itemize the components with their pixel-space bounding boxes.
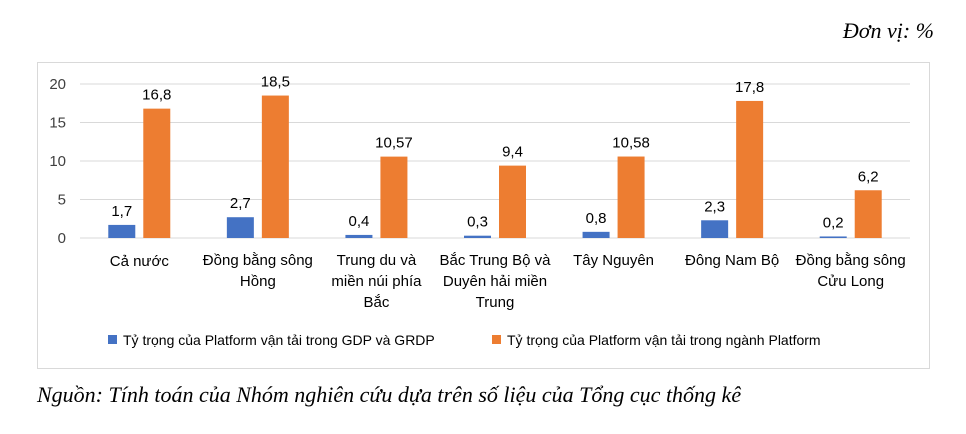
data-label: 0,3 — [467, 214, 488, 231]
category-label: Duyên hải miền — [443, 273, 547, 290]
data-label: 10,58 — [612, 135, 650, 152]
y-tick-label: 10 — [49, 153, 66, 170]
category-label: Đông Nam Bộ — [685, 252, 779, 269]
bar-gdp-5 — [701, 220, 729, 238]
data-label: 1,7 — [111, 203, 132, 220]
category-label: Cửu Long — [817, 273, 884, 290]
bar-platform-1 — [261, 95, 289, 238]
data-label: 0,2 — [823, 214, 844, 231]
category-label: Bắc Trung Bộ và — [440, 252, 552, 269]
category-label: Bắc — [363, 294, 389, 311]
bar-platform-6 — [854, 190, 882, 238]
category-label: miền núi phía — [331, 273, 422, 290]
y-tick-label: 20 — [49, 76, 66, 93]
bar-gdp-1 — [226, 217, 254, 238]
legend-label: Tỷ trọng của Platform vận tải trong GDP … — [123, 332, 435, 348]
bar-gdp-0 — [108, 224, 136, 238]
bars — [108, 95, 882, 238]
data-label: 9,4 — [502, 144, 523, 161]
bar-chart: 0 5 10 15 20 1,7 16,8 2,7 18,5 0,4 10,57 0,3 9,4 0,8… — [49, 74, 910, 348]
data-label: 0,4 — [348, 213, 369, 230]
source-note: Nguồn: Tính toán của Nhóm nghiên cứu dựa… — [37, 382, 742, 407]
y-tick-label: 0 — [58, 230, 66, 247]
data-label: 18,5 — [261, 74, 290, 91]
y-axis-ticks: 0 5 10 15 20 — [49, 76, 66, 247]
legend-swatch — [108, 335, 117, 344]
legend-label: Tỷ trọng của Platform vận tải trong ngàn… — [507, 332, 821, 348]
chart-frame — [37, 62, 930, 369]
data-label: 2,3 — [704, 198, 725, 215]
bar-platform-5 — [736, 100, 764, 238]
bar-gdp-2 — [345, 234, 373, 238]
bar-gdp-4 — [582, 231, 610, 238]
category-label: Tây Nguyên — [573, 252, 654, 269]
data-label: 16,8 — [142, 87, 171, 104]
gridlines — [80, 83, 910, 239]
bar-gdp-6 — [819, 236, 847, 238]
category-label: Cả nước — [110, 253, 170, 270]
bar-platform-4 — [617, 156, 645, 238]
bar-gdp-3 — [464, 235, 491, 238]
category-label: Hồng — [240, 273, 276, 290]
y-tick-label: 15 — [49, 115, 66, 132]
bar-platform-3 — [499, 165, 526, 238]
data-label: 10,57 — [375, 135, 413, 152]
category-labels: Cả nước Đồng bằng sông Hồng Trung du và miền… — [110, 252, 906, 311]
bar-platform-0 — [143, 108, 171, 238]
data-label: 0,8 — [586, 210, 607, 227]
data-label: 2,7 — [230, 195, 251, 212]
legend-swatch — [492, 335, 501, 344]
data-labels: 1,7 16,8 2,7 18,5 0,4 10,57 0,3 9,4 0,8 10,58 2,3 1… — [111, 74, 878, 232]
bar-platform-2 — [380, 156, 408, 238]
category-label: Trung — [476, 294, 515, 311]
category-label: Đồng bằng sông — [203, 252, 313, 269]
legend: Tỷ trọng của Platform vận tải trong GDP … — [108, 332, 821, 348]
unit-label: Đơn vị: % — [842, 18, 934, 43]
data-label: 17,8 — [735, 79, 764, 96]
y-tick-label: 5 — [58, 192, 66, 209]
category-label: Trung du và — [337, 252, 417, 269]
data-label: 6,2 — [858, 168, 879, 185]
category-label: Đồng bằng sông — [796, 252, 906, 269]
